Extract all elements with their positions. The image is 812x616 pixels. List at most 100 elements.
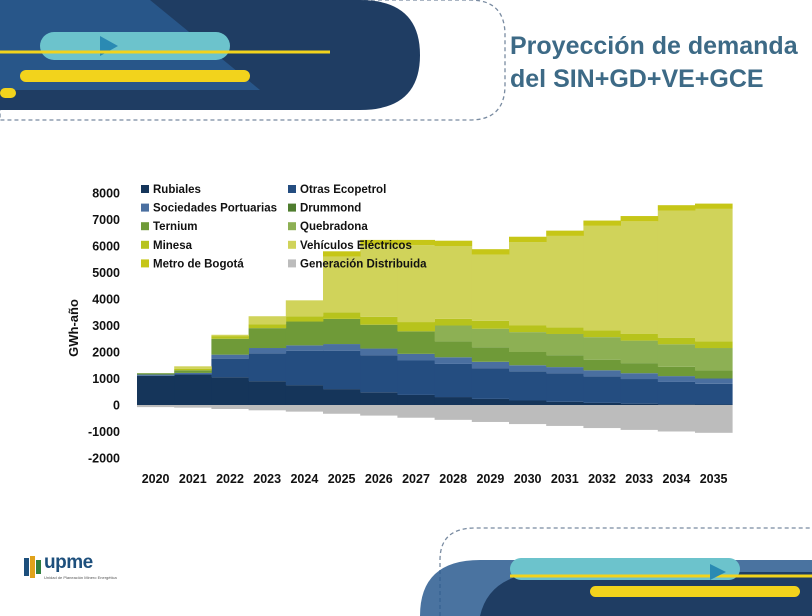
x-tick-label: 2023 [253,472,281,486]
area-segment [583,376,621,403]
x-tick-label: 2025 [328,472,356,486]
area-segment [285,405,324,412]
area-segment [174,370,212,373]
area-segment [285,345,324,351]
area-segment [583,405,621,429]
legend-swatch [141,203,149,212]
x-tick-label: 2027 [402,472,430,486]
area-segment [174,374,212,405]
area-segment [546,355,584,368]
area-segment [546,367,584,374]
area-segment [248,381,287,405]
area-segment [360,239,398,246]
series-generaci-n-distribuida [137,405,733,433]
area-segment [285,300,324,317]
area-segment [248,328,287,349]
area-segment [211,336,249,339]
area-segment [360,392,398,405]
area-segment [509,242,547,326]
x-tick-label: 2022 [216,472,244,486]
area-segment [583,330,621,338]
area-segment [174,372,212,375]
area-segment [583,370,621,377]
x-tick-label: 2034 [662,472,690,486]
x-tick-label: 2028 [439,472,467,486]
legend-swatch [141,185,149,193]
area-segment [471,254,510,321]
area-segment [360,348,398,356]
area-segment [360,245,398,317]
area-segment [323,312,361,319]
area-segment [509,405,547,425]
area-segment [546,230,584,236]
x-tick-label: 2021 [179,472,207,486]
y-tick-label: 4000 [92,293,120,307]
area-segment [471,249,510,255]
area-segment [434,341,473,358]
area-segment [509,352,547,366]
upme-logo-icon [24,556,41,578]
legend-swatch [288,259,296,268]
legend-swatch [288,222,296,231]
legend-swatch [288,240,296,249]
legend-item: Sociedades Portuarias [141,203,277,215]
x-tick-label: 2026 [365,472,393,486]
title-line-2: del SIN+GD+VE+GCE [510,65,764,93]
area-segment [285,321,324,346]
y-tick-label: 1000 [92,372,120,386]
series-quebradona [434,325,733,371]
area-segment [397,245,435,323]
x-axis-labels: 2020 2021 2022 2023 2024 2025 2026 2027 2028 2029… [142,472,728,486]
area-segment [285,350,324,386]
area-segment [434,240,473,246]
y-axis-label: GWh-año [66,299,81,357]
area-segment [434,325,473,342]
area-segment [248,316,287,325]
area-segment [471,405,510,422]
legend-label: Drummond [300,203,361,215]
area-segment [323,405,361,414]
area-segment [323,344,361,351]
area-segment [211,334,249,337]
area-segment [657,404,696,405]
series-rubiales [137,374,733,406]
legend-label: Sociedades Portuarias [153,203,277,215]
area-segment [471,368,510,399]
legend-label: Minesa [153,240,193,252]
area-segment [471,320,510,329]
area-segment [583,225,621,331]
area-segment [695,405,733,433]
area-segment [657,376,696,382]
area-segment [471,347,510,362]
area-segment [248,348,287,354]
legend-swatch [288,185,296,193]
area-segment [620,379,659,404]
legend-label: Quebradona [300,221,368,233]
area-segment [509,325,547,333]
x-tick-label: 2024 [290,472,318,486]
area-segment [323,256,361,313]
area-segment [695,378,733,384]
area-segment [434,246,473,319]
area-segment [137,405,175,408]
area-segment [695,341,733,349]
area-segment [397,405,435,418]
area-segment [211,377,249,405]
area-segment [546,401,584,405]
legend-item: Ternium [141,221,198,233]
stacked-areas [137,203,733,433]
area-segment [583,220,621,226]
area-segment [583,337,621,360]
area-segment [137,375,175,405]
legend-item: Quebradona [288,221,368,233]
area-segment [620,373,659,380]
area-segment [509,400,547,405]
area-segment [471,398,510,405]
area-segment [509,365,547,372]
area-segment [657,205,696,211]
area-segment [211,338,249,355]
legend-item: Vehículos Eléctricos [288,240,412,252]
area-segment [397,394,435,405]
area-segment [434,357,473,364]
